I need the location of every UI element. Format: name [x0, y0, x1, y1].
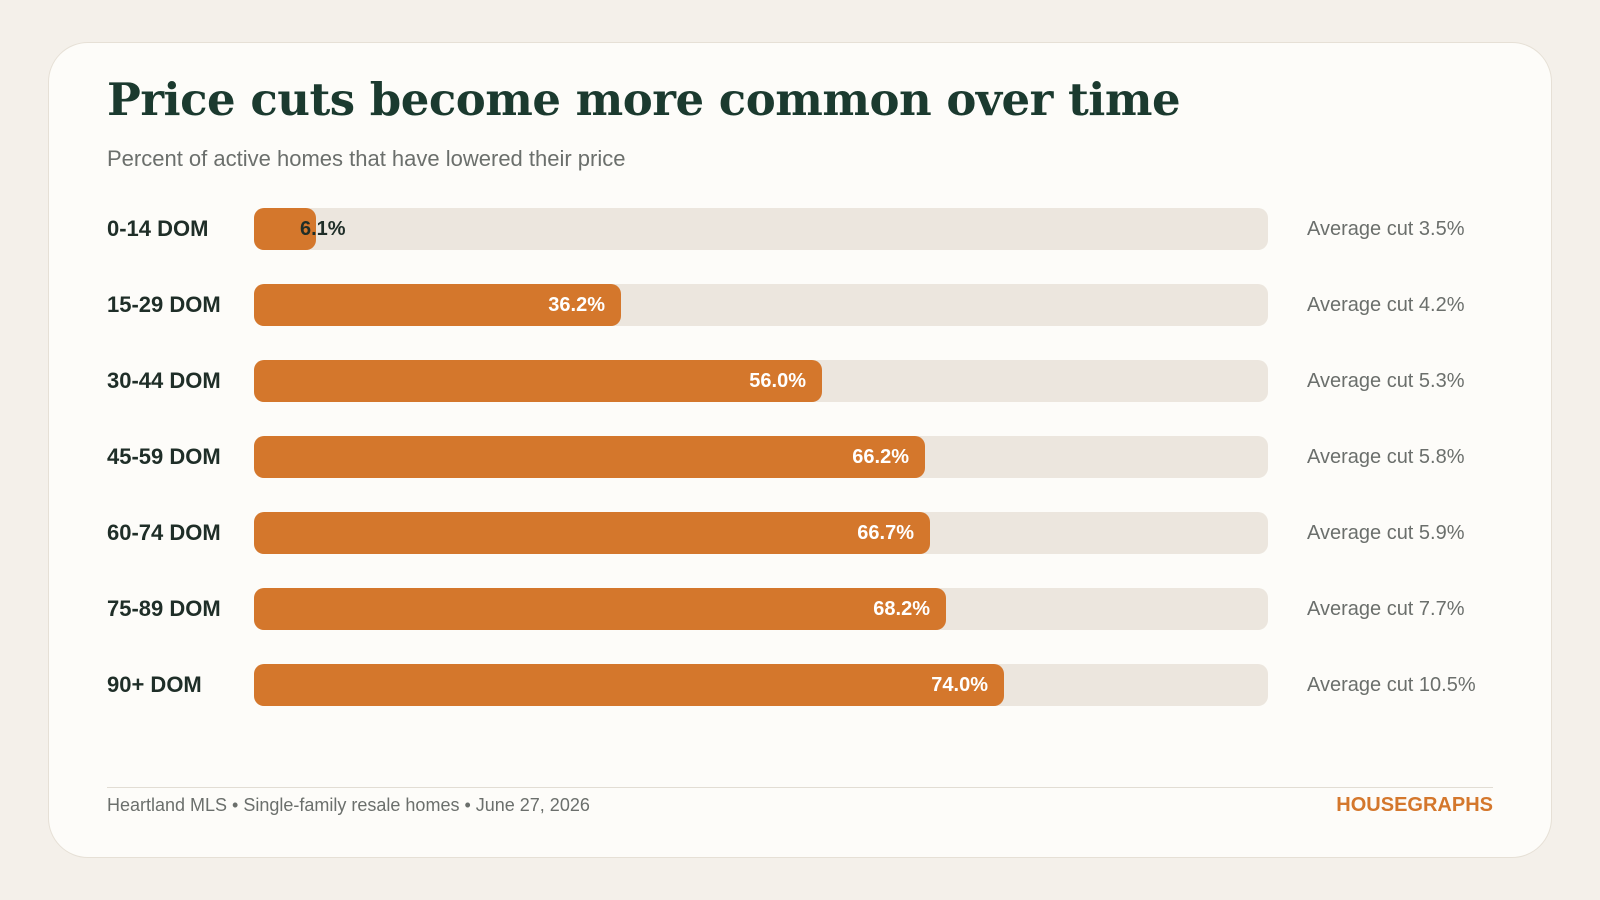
category-label: 60-74 DOM — [107, 520, 221, 545]
bar-track: 66.2% — [254, 436, 1268, 478]
bar — [254, 284, 621, 326]
bar-track: 66.7% — [254, 512, 1268, 554]
category-label: 30-44 DOM — [107, 368, 221, 393]
bar — [254, 512, 930, 554]
category-label: 90+ DOM — [107, 672, 202, 697]
bar — [254, 436, 925, 478]
bar-row: 15-29 DOM 36.2% Average cut 4.2% — [49, 284, 1551, 326]
bar-row: 90+ DOM 74.0% Average cut 10.5% — [49, 664, 1551, 706]
average-cut-label: Average cut 5.9% — [1307, 522, 1465, 544]
brand-logo: HOUSEGRAPHS — [1336, 794, 1493, 816]
data-label: 68.2% — [873, 598, 930, 620]
bar-rows: 0-14 DOM 6.1% Average cut 3.5% 15-29 DOM 36.… — [49, 43, 1551, 857]
chart-title: Price cuts become more common over time — [107, 73, 1181, 126]
bar-track: 56.0% — [254, 360, 1268, 402]
source-note: Heartland MLS • Single-family resale hom… — [107, 795, 590, 815]
category-label: 75-89 DOM — [107, 596, 221, 621]
average-cut-label: Average cut 5.8% — [1307, 446, 1465, 468]
bar-row: 0-14 DOM 6.1% Average cut 3.5% — [49, 208, 1551, 250]
bar — [254, 360, 822, 402]
bar-row: 75-89 DOM 68.2% Average cut 7.7% — [49, 588, 1551, 630]
category-label: 15-29 DOM — [107, 292, 221, 317]
bar-track: 74.0% — [254, 664, 1268, 706]
category-label: 0-14 DOM — [107, 216, 209, 241]
chart-subtitle: Percent of active homes that have lowere… — [107, 146, 626, 171]
bar-row: 45-59 DOM 66.2% Average cut 5.8% — [49, 436, 1551, 478]
bar — [254, 208, 316, 250]
bar-track: 36.2% — [254, 284, 1268, 326]
average-cut-label: Average cut 4.2% — [1307, 294, 1465, 316]
bar-row: 60-74 DOM 66.7% Average cut 5.9% — [49, 512, 1551, 554]
bar — [254, 588, 946, 630]
bar-track: 68.2% — [254, 588, 1268, 630]
category-label: 45-59 DOM — [107, 444, 221, 469]
data-label: 6.1% — [300, 218, 346, 240]
average-cut-label: Average cut 10.5% — [1307, 674, 1476, 696]
average-cut-label: Average cut 5.3% — [1307, 370, 1465, 392]
bar-row: 30-44 DOM 56.0% Average cut 5.3% — [49, 360, 1551, 402]
data-label: 36.2% — [548, 294, 605, 316]
chart-card: Price cuts become more common over time … — [48, 42, 1552, 858]
average-cut-label: Average cut 7.7% — [1307, 598, 1465, 620]
bar-track: 6.1% — [254, 208, 1268, 250]
data-label: 66.2% — [852, 446, 909, 468]
bar — [254, 664, 1004, 706]
data-label: 66.7% — [857, 522, 914, 544]
footer-divider — [107, 787, 1493, 788]
data-label: 74.0% — [931, 674, 988, 696]
data-label: 56.0% — [749, 370, 806, 392]
average-cut-label: Average cut 3.5% — [1307, 218, 1465, 240]
